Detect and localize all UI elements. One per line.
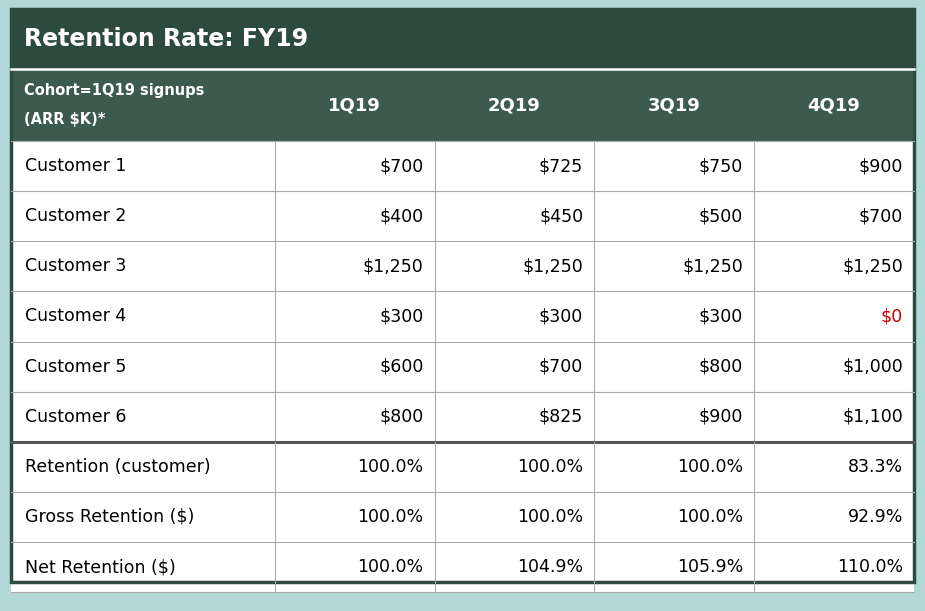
Text: $725: $725	[539, 157, 584, 175]
Text: $750: $750	[698, 157, 743, 175]
Text: Customer 5: Customer 5	[25, 357, 127, 376]
Text: 110.0%: 110.0%	[837, 558, 903, 576]
Text: (ARR $K)*: (ARR $K)*	[24, 112, 105, 127]
Text: 100.0%: 100.0%	[357, 458, 424, 476]
Bar	[11, 392, 914, 442]
Bar	[11, 69, 914, 141]
Bar	[11, 342, 914, 392]
Text: $300: $300	[379, 307, 424, 326]
Text: $1,250: $1,250	[683, 257, 743, 276]
Bar	[11, 442, 914, 492]
Text: $400: $400	[379, 207, 424, 225]
Text: $300: $300	[698, 307, 743, 326]
Text: Customer 6: Customer 6	[25, 408, 127, 426]
Text: 100.0%: 100.0%	[517, 458, 584, 476]
Text: 100.0%: 100.0%	[677, 458, 743, 476]
Text: $800: $800	[698, 357, 743, 376]
Bar	[11, 9, 914, 69]
Bar	[11, 291, 914, 342]
Text: $900: $900	[858, 157, 903, 175]
Text: $825: $825	[539, 408, 584, 426]
Text: $1,100: $1,100	[842, 408, 903, 426]
Text: $1,250: $1,250	[363, 257, 424, 276]
Text: 2Q19: 2Q19	[488, 96, 541, 114]
Text: Gross Retention ($): Gross Retention ($)	[25, 508, 194, 526]
Text: 100.0%: 100.0%	[357, 508, 424, 526]
Text: 100.0%: 100.0%	[357, 558, 424, 576]
Text: 104.9%: 104.9%	[517, 558, 584, 576]
Bar	[11, 141, 914, 191]
Bar	[11, 191, 914, 241]
Text: $800: $800	[379, 408, 424, 426]
Text: Net Retention ($): Net Retention ($)	[25, 558, 176, 576]
Text: $300: $300	[539, 307, 584, 326]
Text: $0: $0	[881, 307, 903, 326]
Bar	[11, 241, 914, 291]
Text: Customer 1: Customer 1	[25, 157, 127, 175]
Text: $700: $700	[858, 207, 903, 225]
Text: Cohort=1Q19 signups: Cohort=1Q19 signups	[24, 83, 204, 98]
Text: 100.0%: 100.0%	[517, 508, 584, 526]
Text: $700: $700	[539, 357, 584, 376]
Text: 1Q19: 1Q19	[328, 96, 381, 114]
Text: $1,250: $1,250	[523, 257, 584, 276]
Text: $900: $900	[698, 408, 743, 426]
Text: 92.9%: 92.9%	[847, 508, 903, 526]
Text: $1,000: $1,000	[842, 357, 903, 376]
Text: $1,250: $1,250	[842, 257, 903, 276]
Text: 105.9%: 105.9%	[677, 558, 743, 576]
Text: 4Q19: 4Q19	[808, 96, 860, 114]
Text: $700: $700	[379, 157, 424, 175]
Text: Customer 3: Customer 3	[25, 257, 127, 276]
Text: 3Q19: 3Q19	[648, 96, 700, 114]
Bar	[11, 542, 914, 592]
Text: Retention (customer): Retention (customer)	[25, 458, 211, 476]
Text: $450: $450	[539, 207, 584, 225]
Text: $600: $600	[379, 357, 424, 376]
Text: Customer 2: Customer 2	[25, 207, 127, 225]
Text: $500: $500	[698, 207, 743, 225]
Bar	[11, 492, 914, 542]
Text: Retention Rate: FY19: Retention Rate: FY19	[24, 27, 308, 51]
Text: Customer 4: Customer 4	[25, 307, 126, 326]
Text: 83.3%: 83.3%	[847, 458, 903, 476]
Text: 100.0%: 100.0%	[677, 508, 743, 526]
